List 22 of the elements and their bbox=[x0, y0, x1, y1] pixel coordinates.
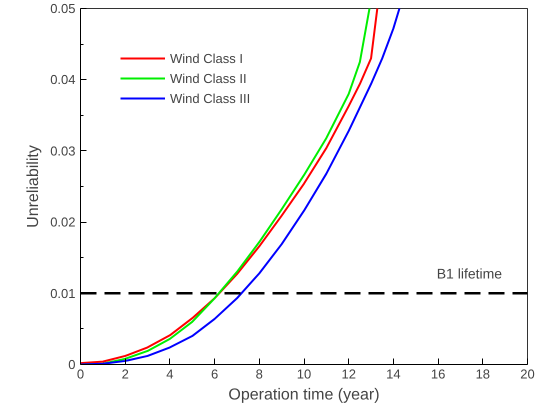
y-tick-label: 0.05 bbox=[50, 1, 76, 16]
y-tick-label: 0.03 bbox=[50, 143, 76, 158]
legend-label: Wind Class II bbox=[170, 70, 247, 86]
x-tick-label: 8 bbox=[256, 366, 263, 382]
ref-line-label: B1 lifetime bbox=[436, 265, 502, 282]
y-tick-label: 0.01 bbox=[50, 286, 76, 301]
x-tick-label: 6 bbox=[210, 366, 218, 382]
x-tick-label: 2 bbox=[122, 366, 129, 382]
x-tick-label: 12 bbox=[341, 366, 356, 382]
x-tick-label: 4 bbox=[166, 366, 174, 382]
y-tick-label: 0.02 bbox=[50, 214, 76, 230]
x-tick-label: 14 bbox=[386, 366, 401, 382]
legend-label: Wind Class I bbox=[170, 50, 243, 66]
y-tick-label: 0 bbox=[68, 357, 76, 372]
y-axis-title: Unreliability bbox=[25, 145, 42, 228]
legend-label: Wind Class III bbox=[170, 90, 250, 106]
x-tick-label: 10 bbox=[296, 366, 312, 382]
x-tick-label: 16 bbox=[430, 366, 446, 382]
x-tick-label: 18 bbox=[476, 366, 490, 382]
x-axis-title: Operation time (year) bbox=[228, 386, 380, 404]
y-tick-label: 0.04 bbox=[50, 72, 76, 88]
x-tick-label: 20 bbox=[520, 366, 535, 382]
